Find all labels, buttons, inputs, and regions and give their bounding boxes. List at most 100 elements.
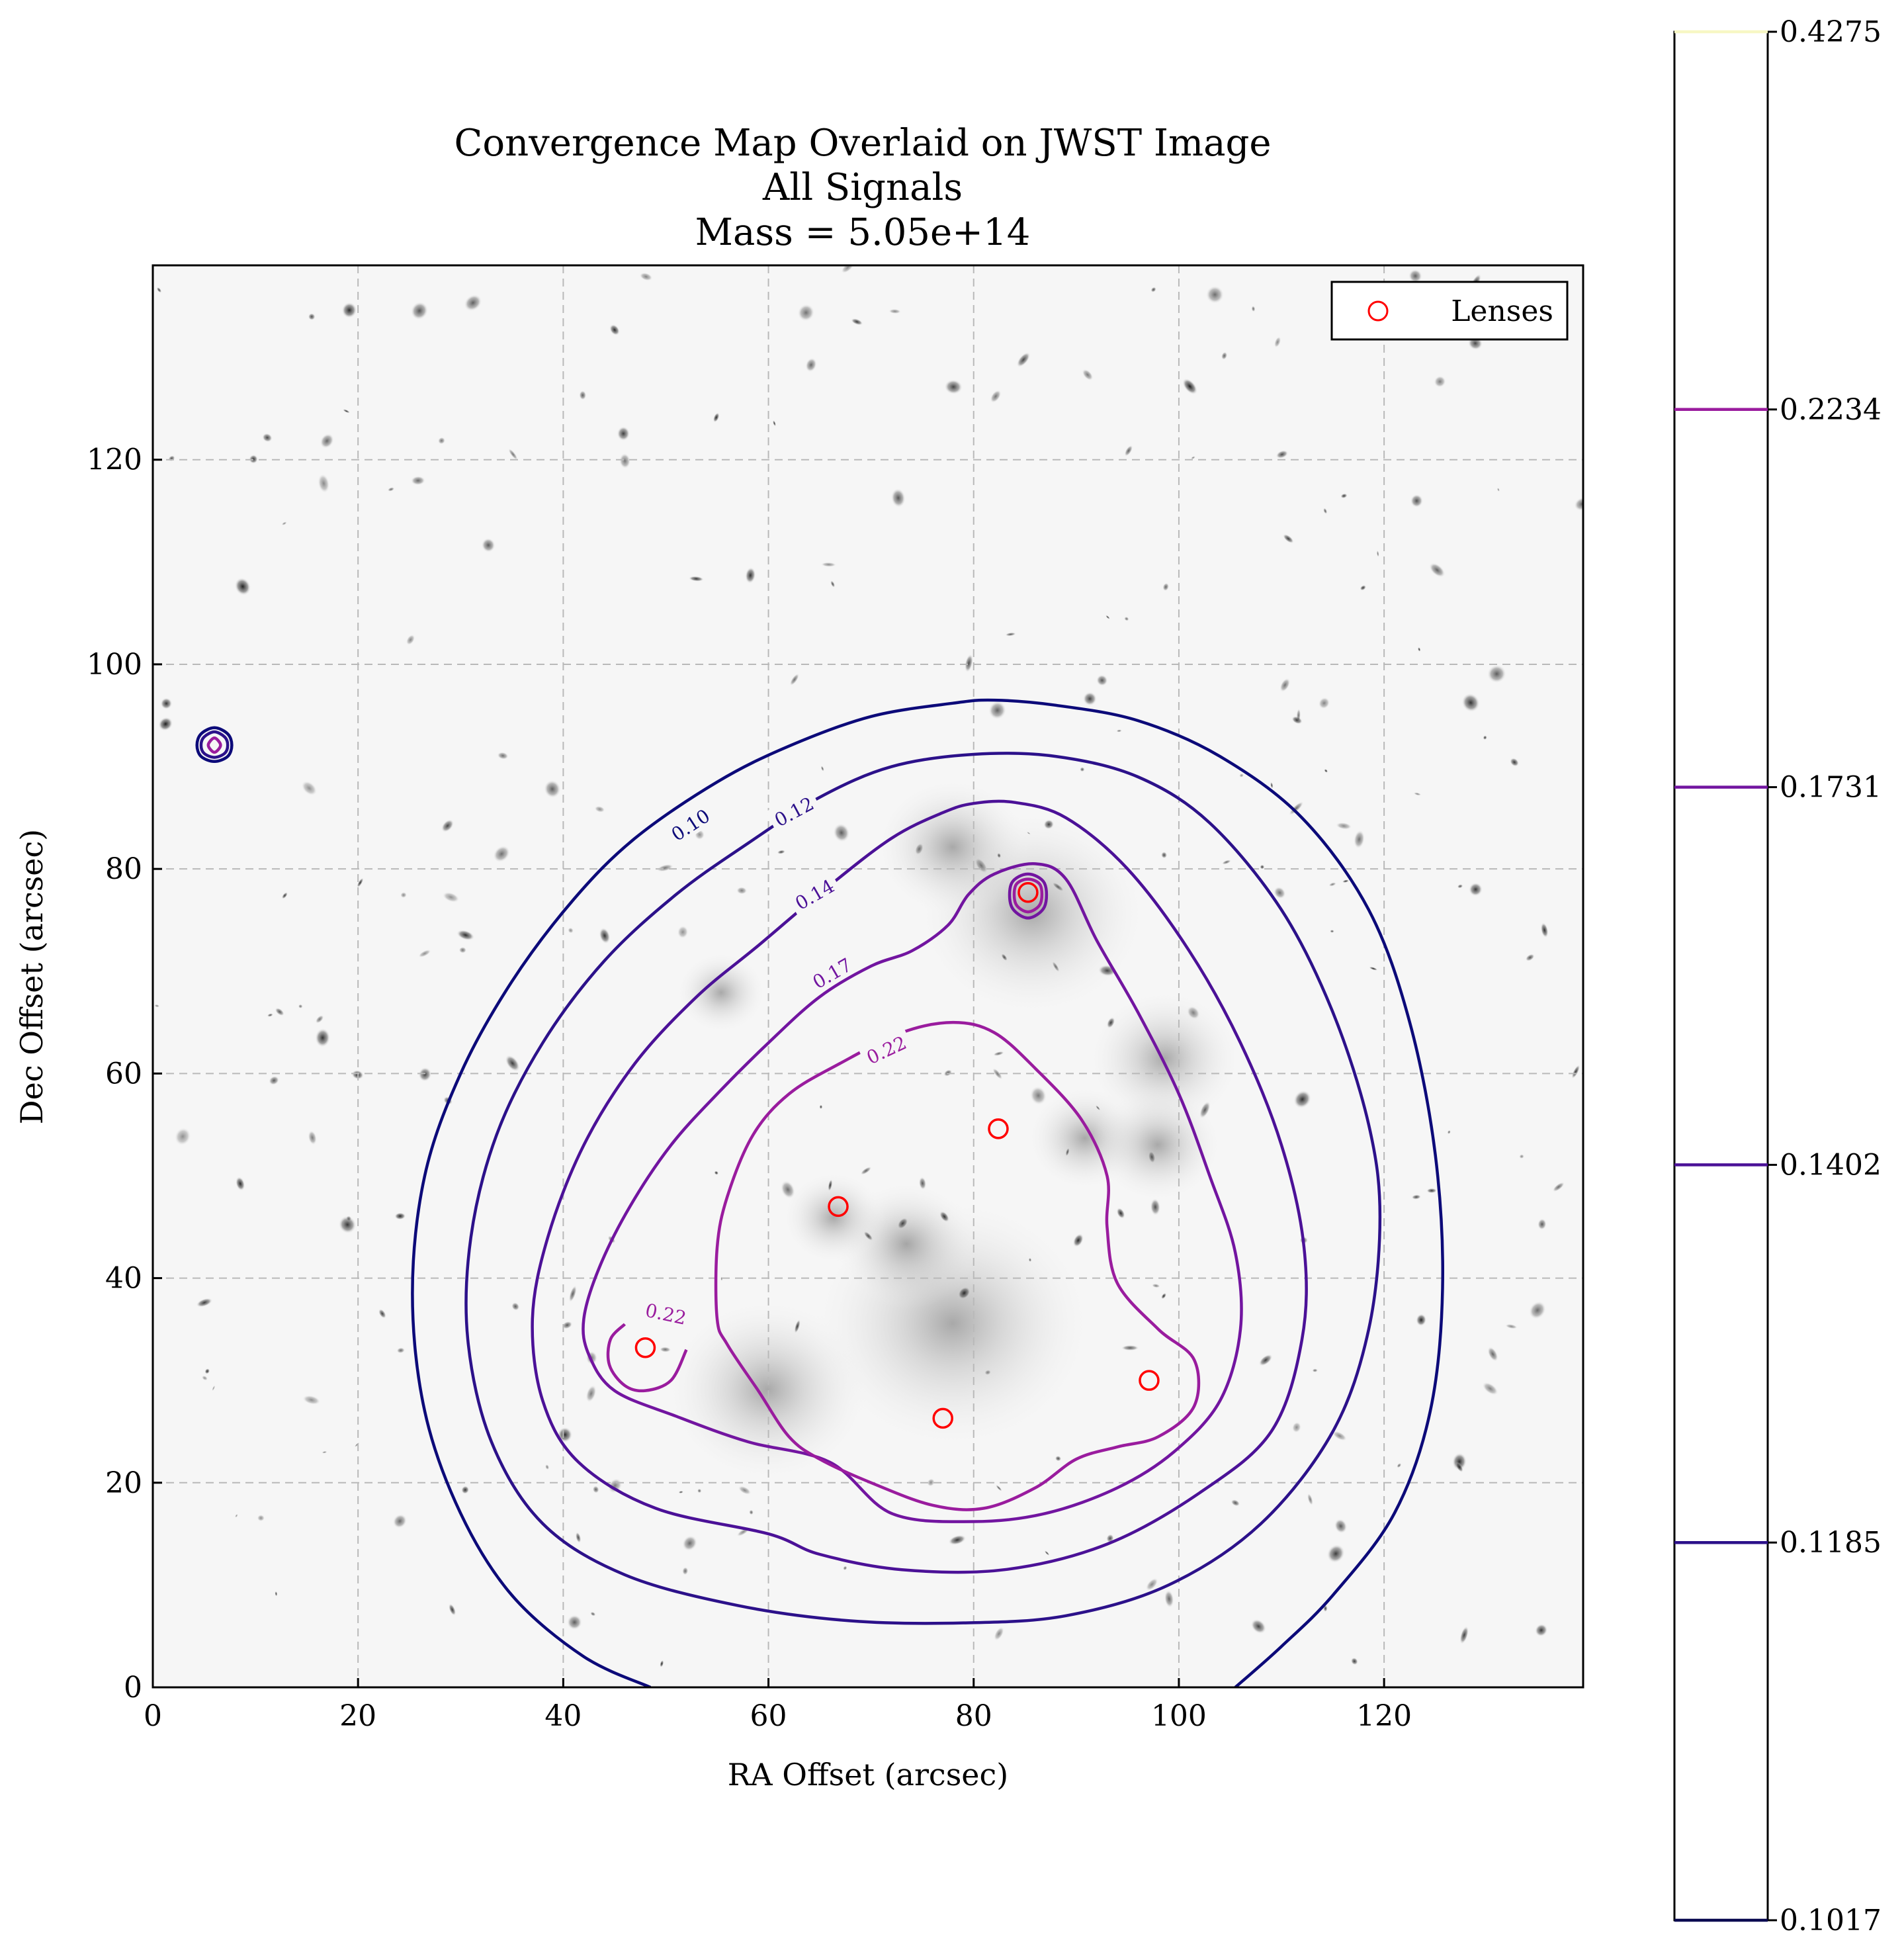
bg-galaxy (1072, 1233, 1084, 1247)
bg-galaxy (843, 1566, 847, 1571)
contour-label-gap-0 (662, 800, 718, 848)
contour-label-gap-3 (803, 949, 859, 995)
contour-line-3 (582, 862, 1243, 1523)
bg-galaxy (1482, 1382, 1498, 1396)
bg-galaxy (1483, 735, 1487, 740)
bg-galaxy (738, 1486, 752, 1495)
colorbar-tick-label-5: 0.4275 (1780, 15, 1882, 49)
bg-galaxy (820, 562, 837, 567)
bg-galaxy (464, 294, 482, 312)
bg-galaxy (1335, 822, 1352, 830)
bg-galaxy (1124, 445, 1133, 457)
bg-galaxy (315, 1014, 324, 1024)
bg-galaxy (745, 566, 756, 584)
bg-galaxy (1162, 582, 1170, 592)
bg-galaxy (1528, 1301, 1547, 1319)
bg-galaxy (418, 1067, 432, 1082)
bg-galaxy (1534, 1623, 1548, 1637)
contour-line-1 (464, 752, 1382, 1625)
bg-cluster-glow-3 (873, 776, 1032, 918)
bg-galaxy (493, 845, 511, 863)
bg-galaxy (461, 1486, 470, 1494)
bg-galaxy (609, 324, 620, 336)
bg-galaxy (1328, 882, 1336, 887)
bg-galaxy (497, 752, 509, 760)
bg-galaxy (830, 580, 836, 588)
bg-galaxy (1369, 966, 1378, 971)
bg-galaxy (749, 1509, 754, 1515)
contour-line-5 (606, 1323, 688, 1393)
bg-galaxy (890, 488, 906, 508)
bg-galaxy (1116, 729, 1122, 732)
bg-galaxy (677, 925, 689, 939)
x-tick-label-0: 0 (144, 1699, 162, 1733)
bg-galaxy (841, 265, 854, 274)
bg-galaxy (322, 1450, 327, 1454)
bg-galaxy (594, 805, 605, 813)
bg-galaxy (579, 390, 587, 400)
chart-title-line-3: Mass = 5.05e+14 (695, 211, 1031, 254)
bg-galaxy (437, 437, 446, 445)
bg-galaxy (1496, 488, 1500, 492)
bg-galaxy (1408, 269, 1422, 283)
contour-line-7 (199, 730, 230, 759)
legend-box (1330, 281, 1569, 341)
bg-galaxy (1029, 1086, 1047, 1106)
bg-galaxy (1160, 852, 1168, 859)
bg-galaxy (410, 476, 425, 486)
bg-galaxy (1044, 1550, 1050, 1556)
plot-frame (151, 264, 1584, 1689)
bg-galaxy (1028, 1257, 1032, 1263)
bg-galaxy (566, 1615, 582, 1630)
plot-area: 0.10 0.120.140.170.220.22 0 20 40 60 80 100 120… (87, 264, 1584, 1733)
bg-galaxy (984, 1369, 992, 1376)
bg-galaxy (156, 287, 162, 293)
y-axis-ticks: 0 20 40 60 80 100 120 (87, 443, 162, 1705)
bg-galaxy (1148, 1150, 1156, 1164)
bg-galaxy (1001, 953, 1008, 961)
bg-galaxy (819, 1104, 823, 1110)
bg-galaxy (1191, 456, 1195, 460)
bg-galaxy (1397, 1463, 1402, 1468)
bg-galaxy (1574, 497, 1583, 511)
bg-galaxy (1106, 1016, 1115, 1029)
bg-galaxy (308, 1130, 317, 1145)
bg-galaxy (1150, 1198, 1161, 1216)
bg-galaxy (196, 1298, 213, 1308)
bg-galaxy (1342, 879, 1350, 883)
bg-galaxy (599, 927, 611, 944)
bg-galaxy (773, 420, 776, 427)
lens-marker-4 (1017, 881, 1039, 903)
bg-galaxy (1289, 801, 1304, 816)
bg-galaxy (607, 1478, 623, 1493)
bg-galaxy (805, 357, 817, 373)
bg-galaxy (302, 1395, 321, 1405)
bg-galaxy (1164, 1589, 1174, 1608)
bg-galaxy (1505, 1323, 1518, 1329)
colorbar-tick-label-3: 0.1731 (1780, 771, 1882, 805)
bg-galaxy (575, 1532, 582, 1544)
bg-galaxy (1461, 693, 1480, 713)
bg-galaxy (780, 1180, 796, 1199)
bg-galaxy (174, 1127, 191, 1146)
bg-galaxy (545, 1464, 550, 1470)
bg-galaxy (1376, 550, 1379, 557)
bg-galaxy (158, 717, 173, 731)
bg-galaxy (1429, 562, 1446, 578)
contour-lines (195, 698, 1444, 1687)
bg-galaxy (387, 487, 395, 492)
contour-label-group-5: 0.22 (639, 1296, 693, 1330)
bg-galaxy (234, 577, 251, 596)
bg-galaxy (1571, 1064, 1580, 1079)
bg-galaxy (863, 1231, 873, 1241)
x-tick-label-6: 120 (1356, 1699, 1412, 1733)
bg-galaxy (1312, 1368, 1318, 1372)
bg-galaxy (1096, 674, 1108, 686)
bg-galaxy (736, 887, 748, 895)
bg-galaxy (275, 1007, 284, 1016)
chart-title-line-1: Convergence Map Overlaid on JWST Image (454, 122, 1272, 165)
x-tick-label-2: 40 (544, 1699, 582, 1733)
bg-galaxy (860, 1167, 872, 1175)
bg-galaxy (682, 1567, 689, 1575)
bg-galaxy (1537, 1218, 1547, 1230)
